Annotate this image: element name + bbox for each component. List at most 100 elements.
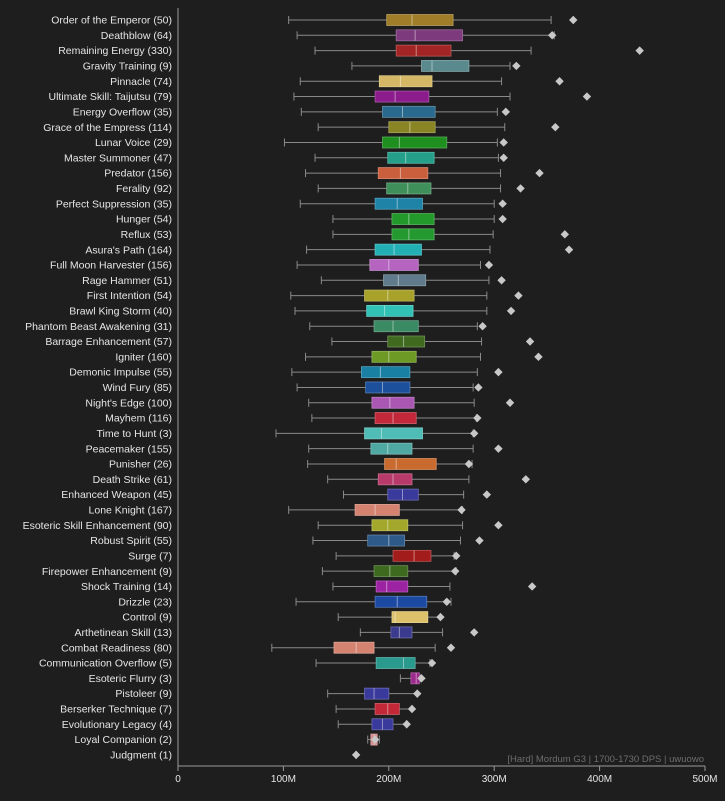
box-group (283, 136, 508, 149)
x-tick-label: 400M (587, 774, 612, 785)
outlier-marker (551, 122, 560, 132)
category-label: Esoteric Skill Enhancement (90) (23, 520, 172, 532)
outlier-marker (547, 31, 557, 40)
iqr-box (377, 167, 429, 180)
box-group (309, 320, 487, 333)
outlier-marker (436, 612, 445, 622)
iqr-box (391, 213, 435, 225)
iqr-box (395, 29, 463, 42)
outlier-marker (370, 735, 380, 744)
category-label: Enhanced Weapon (45) (61, 489, 172, 501)
box-group (307, 458, 474, 470)
category-label: Berserker Technique (7) (60, 704, 172, 716)
iqr-box (392, 549, 432, 562)
category-label: Peacemaker (155) (86, 443, 172, 455)
box-group (320, 274, 506, 287)
category-label: Death Strike (61) (93, 474, 172, 486)
outlier-marker (569, 15, 578, 25)
box-group (295, 595, 452, 608)
category-label: Brawl King Storm (40) (69, 305, 172, 317)
box-group (308, 396, 515, 409)
box-group (332, 228, 570, 241)
box-group (308, 442, 503, 455)
outlier-marker (498, 214, 507, 224)
box-group (305, 167, 544, 180)
iqr-box (395, 44, 452, 57)
category-label: Asura's Path (164) (85, 244, 172, 256)
iqr-box (370, 442, 413, 455)
box-group (296, 381, 483, 394)
outlier-marker (535, 168, 544, 178)
iqr-box (391, 228, 435, 241)
iqr-box (364, 687, 390, 700)
box-group (294, 304, 516, 317)
outlier-marker (482, 490, 492, 499)
box-group (299, 197, 507, 210)
category-label: Communication Overflow (5) (39, 658, 172, 670)
category-label: Barrage Enhancement (57) (45, 336, 172, 348)
outlier-marker (498, 199, 507, 208)
iqr-box (354, 504, 400, 516)
iqr-box (384, 458, 437, 470)
iqr-box (374, 197, 423, 210)
category-label: Control (9) (122, 612, 172, 624)
category-label: Grace of the Empress (114) (43, 122, 172, 134)
outlier-marker (451, 566, 460, 576)
box-group (314, 44, 644, 57)
iqr-box (371, 396, 415, 409)
iqr-box (382, 136, 448, 149)
category-label: Mayhem (116) (105, 413, 172, 425)
category-label: Demonic Impulse (55) (69, 367, 172, 379)
iqr-box (387, 151, 435, 164)
box-group (331, 335, 535, 348)
box-group (288, 504, 466, 516)
category-label: Esoteric Flurry (3) (89, 673, 172, 685)
category-label: Phantom Beast Awakening (31) (25, 321, 172, 333)
outlier-marker (512, 61, 521, 71)
category-label: Energy Overflow (35) (73, 106, 172, 118)
category-label: Master Summoner (47) (64, 152, 172, 164)
box-group (359, 626, 479, 639)
category-label: Robust Spirit (55) (90, 535, 172, 547)
category-label: Ultimate Skill: Taijutsu (79) (48, 91, 172, 103)
category-label: Hunger (54) (116, 214, 172, 226)
iqr-box (374, 703, 400, 715)
iqr-box (378, 75, 433, 88)
box-group (317, 519, 503, 532)
box-group (315, 657, 437, 669)
outlier-marker (525, 337, 535, 346)
iqr-box (421, 60, 470, 72)
category-label: Firepower Enhancement (9) (42, 566, 172, 578)
box-group (300, 105, 510, 118)
outlier-marker (494, 367, 503, 377)
box-group (327, 687, 422, 700)
category-labels: Order of the Emperor (50) Deathblow (64) R… (23, 15, 172, 762)
outlier-marker (514, 291, 523, 300)
iqr-box (383, 274, 427, 287)
category-label: Rage Hammer (51) (82, 275, 172, 287)
outlier-marker (497, 276, 506, 285)
outlier-marker (555, 77, 564, 86)
outlier-marker (407, 704, 417, 714)
category-label: Punisher (26) (109, 459, 172, 471)
outlier-marker (505, 398, 515, 407)
box-group (335, 549, 461, 562)
outlier-marker (527, 582, 537, 591)
outlier-marker (582, 92, 592, 101)
iqr-box (360, 366, 411, 379)
box-group (332, 580, 537, 593)
x-tick-label: 0 (175, 774, 181, 785)
chart-caption: [Hard] Mordum G3 | 1700-1730 DPS | uwuow… (507, 754, 704, 765)
outlier-marker (417, 674, 426, 683)
iqr-box (369, 259, 419, 271)
iqr-box (374, 595, 428, 608)
box-group (337, 718, 411, 731)
box-group (351, 750, 361, 760)
x-tick-label: 300M (482, 774, 507, 785)
outlier-marker (474, 383, 483, 392)
category-label: Deathblow (64) (101, 30, 172, 42)
outlier-marker (506, 306, 516, 316)
iqr-box (388, 121, 436, 134)
iqr-box (371, 350, 417, 363)
